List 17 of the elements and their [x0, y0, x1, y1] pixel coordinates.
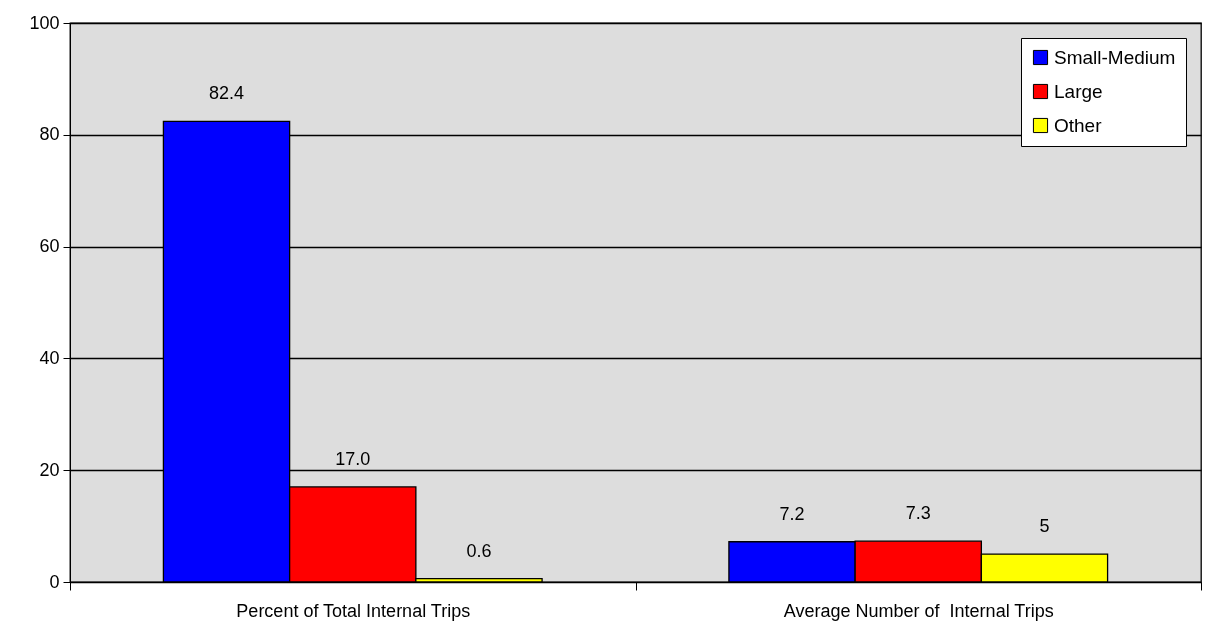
y-tick-label: 20 [39, 459, 60, 480]
data-label: 17.0 [335, 448, 371, 469]
y-tick-label: 0 [49, 571, 60, 592]
data-label: 5 [1039, 516, 1050, 537]
y-tick-label: 80 [39, 124, 60, 145]
y-tick-label: 60 [39, 236, 60, 257]
legend-label: Small-Medium [1054, 46, 1176, 68]
x-tick-label: Percent of Total Internal Trips [236, 600, 471, 621]
data-label: 82.4 [209, 83, 245, 104]
data-label: 0.6 [466, 540, 492, 561]
legend-label: Large [1054, 80, 1103, 102]
y-tick-label: 40 [39, 347, 60, 368]
legend-label: Other [1054, 114, 1103, 136]
x-tick-label: Average Number of Internal Trips [783, 600, 1054, 621]
data-label: 7.2 [779, 503, 805, 524]
data-label: 7.3 [905, 503, 931, 524]
y-tick-label: 100 [29, 12, 60, 33]
